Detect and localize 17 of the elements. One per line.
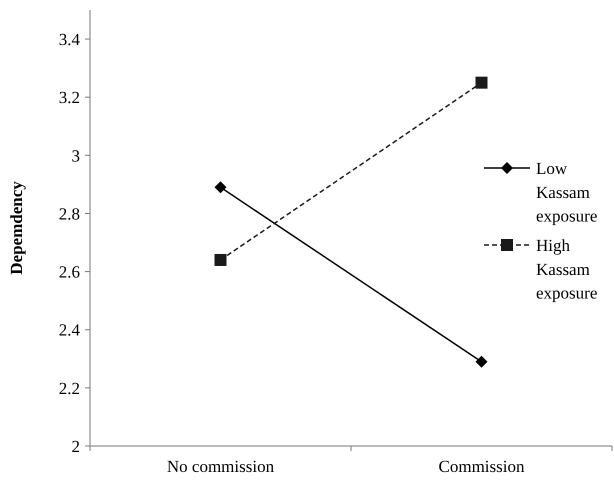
point <box>476 356 488 368</box>
y-tick-label: 2 <box>72 436 80 456</box>
y-tick-label: 3 <box>72 146 80 166</box>
legend-label: Low Kassam exposure <box>536 158 598 226</box>
y-tick-label: 3.2 <box>58 88 80 108</box>
point <box>476 76 488 89</box>
point <box>214 254 226 266</box>
y-tick-label: 2.4 <box>58 320 80 340</box>
x-tick-label: No commission <box>166 457 275 476</box>
y-axis-title: Depemdency <box>7 180 26 275</box>
y-tick-label: 3.4 <box>58 30 80 50</box>
y-tick-label: 2.2 <box>58 378 80 398</box>
x-tick-label: Commission <box>438 457 525 476</box>
y-tick-label: 2.8 <box>58 204 80 224</box>
point <box>214 181 226 194</box>
y-tick-label: 2.6 <box>58 262 80 282</box>
legend-label: High Kassam exposure <box>536 236 598 303</box>
